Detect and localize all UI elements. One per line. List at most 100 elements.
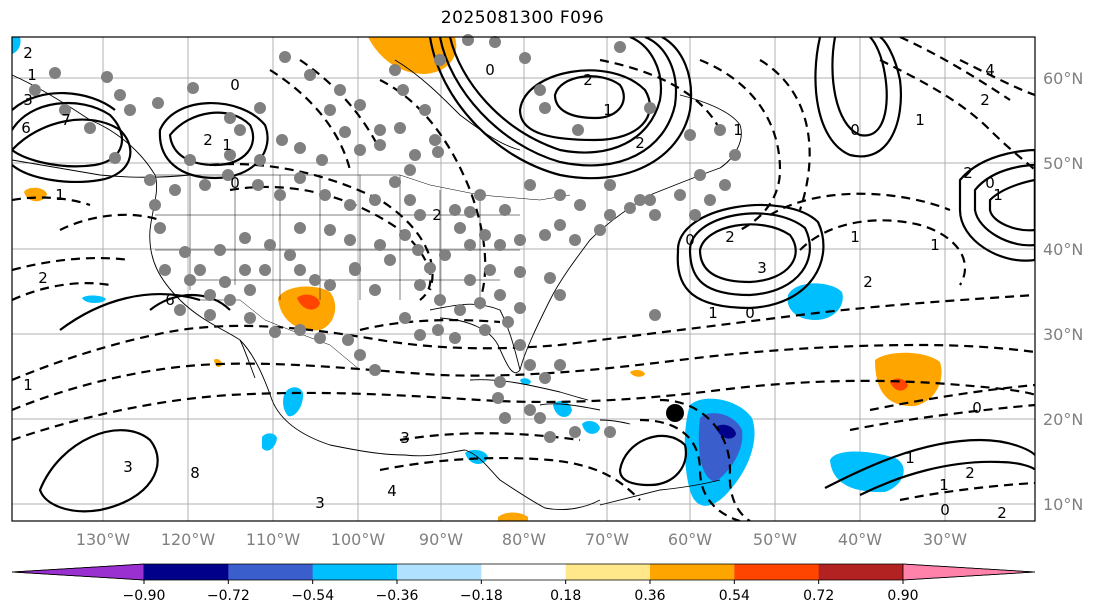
lat-label: 50°N [1043,154,1083,173]
station-dot [324,279,336,291]
contour-label: 7 [61,111,71,129]
contour-label: 2 [980,91,990,109]
lon-label: 60°W [668,530,712,549]
solid-contours [12,37,1035,513]
station-dot [316,154,328,166]
station-dot [594,224,606,236]
station-dot [276,134,288,146]
colorbar-segment [228,564,314,580]
station-dot [349,262,361,274]
station-dot [454,222,466,234]
station-dot [649,209,661,221]
contour-label: 2 [725,228,735,246]
station-dot [704,194,716,206]
colorbar-segment [312,564,398,580]
colorbar-segment [11,563,145,581]
contour-label: 2 [997,504,1007,522]
station-dot [144,174,156,186]
station-dot [412,244,424,256]
latitude-labels: 60°N 50°N 40°N 30°N 20°N 10°N [1043,69,1083,514]
station-dot [114,89,126,101]
lon-label: 130°W [76,530,131,549]
map-frame [11,36,1036,522]
station-dot [374,239,386,251]
station-dot [254,154,266,166]
colorbar-segment [397,564,482,580]
contour-label: 1 [603,101,613,119]
station-dot [124,104,136,116]
contour-label: 0 [940,501,950,519]
lat-label: 10°N [1043,495,1083,514]
station-dot [194,264,206,276]
colorbar-tick-label: 0.54 [719,588,750,604]
colorbar-tick-label: 0.36 [634,588,665,604]
colorbar-segment [902,563,1036,581]
station-dot [344,199,356,211]
station-dot [344,234,356,246]
station-dot [224,294,236,306]
station-dot [554,189,566,201]
station-dot [554,289,566,301]
station-dot [369,364,381,376]
station-dot [539,229,551,241]
colorbar-tick-label: −0.72 [207,588,250,604]
station-dot [239,232,251,244]
station-dot [244,312,256,324]
contour-label: 1 [55,186,65,204]
station-dot [319,189,331,201]
station-dot [464,274,476,286]
station-dot [184,274,196,286]
station-dot [409,149,421,161]
station-dot [514,266,526,278]
contour-label: 0 [985,174,995,192]
station-dot [432,324,444,336]
contour-label: 0 [850,121,860,139]
contour-label: 0 [685,231,695,249]
station-dot [374,139,386,151]
station-dot [222,169,234,181]
station-dot [284,249,296,261]
station-dot [294,222,306,234]
contour-label: 2 [583,71,593,89]
colorbar [11,563,1036,581]
station-dot [414,279,426,291]
storm-marker [666,404,684,422]
station-dot [464,206,476,218]
station-dot [502,316,514,328]
contour-label: 2 [863,273,873,291]
station-dot [514,302,526,314]
station-dot [324,104,336,116]
station-dot [624,202,636,214]
contour-label: 0 [972,399,982,417]
station-dot [494,376,506,388]
colorbar-segment [818,564,904,580]
station-dot [604,209,616,221]
station-dot [219,276,231,288]
station-dot [404,164,416,176]
station-dot [519,52,531,64]
station-dot [354,144,366,156]
station-dot [572,124,584,136]
lat-label: 30°N [1043,325,1083,344]
station-dot [539,102,551,114]
station-dot [514,234,526,246]
political-borders [155,174,571,371]
contour-label: 0 [230,174,240,192]
station-dot [534,84,546,96]
contour-label: 3 [315,494,325,512]
contour-label: 1 [905,449,915,467]
contour-label: 1 [850,228,860,246]
station-dot [474,189,486,201]
station-dot [524,179,536,191]
station-dot [214,244,226,256]
station-markers [29,34,741,443]
station-dot [399,229,411,241]
station-dot [354,99,366,111]
station-dot [369,284,381,296]
plot-title: 2025081300 F096 [440,8,605,28]
station-dot [59,104,71,116]
colorbar-tick-label: −0.18 [460,588,503,604]
station-dot [384,254,396,266]
station-dot [199,179,211,191]
